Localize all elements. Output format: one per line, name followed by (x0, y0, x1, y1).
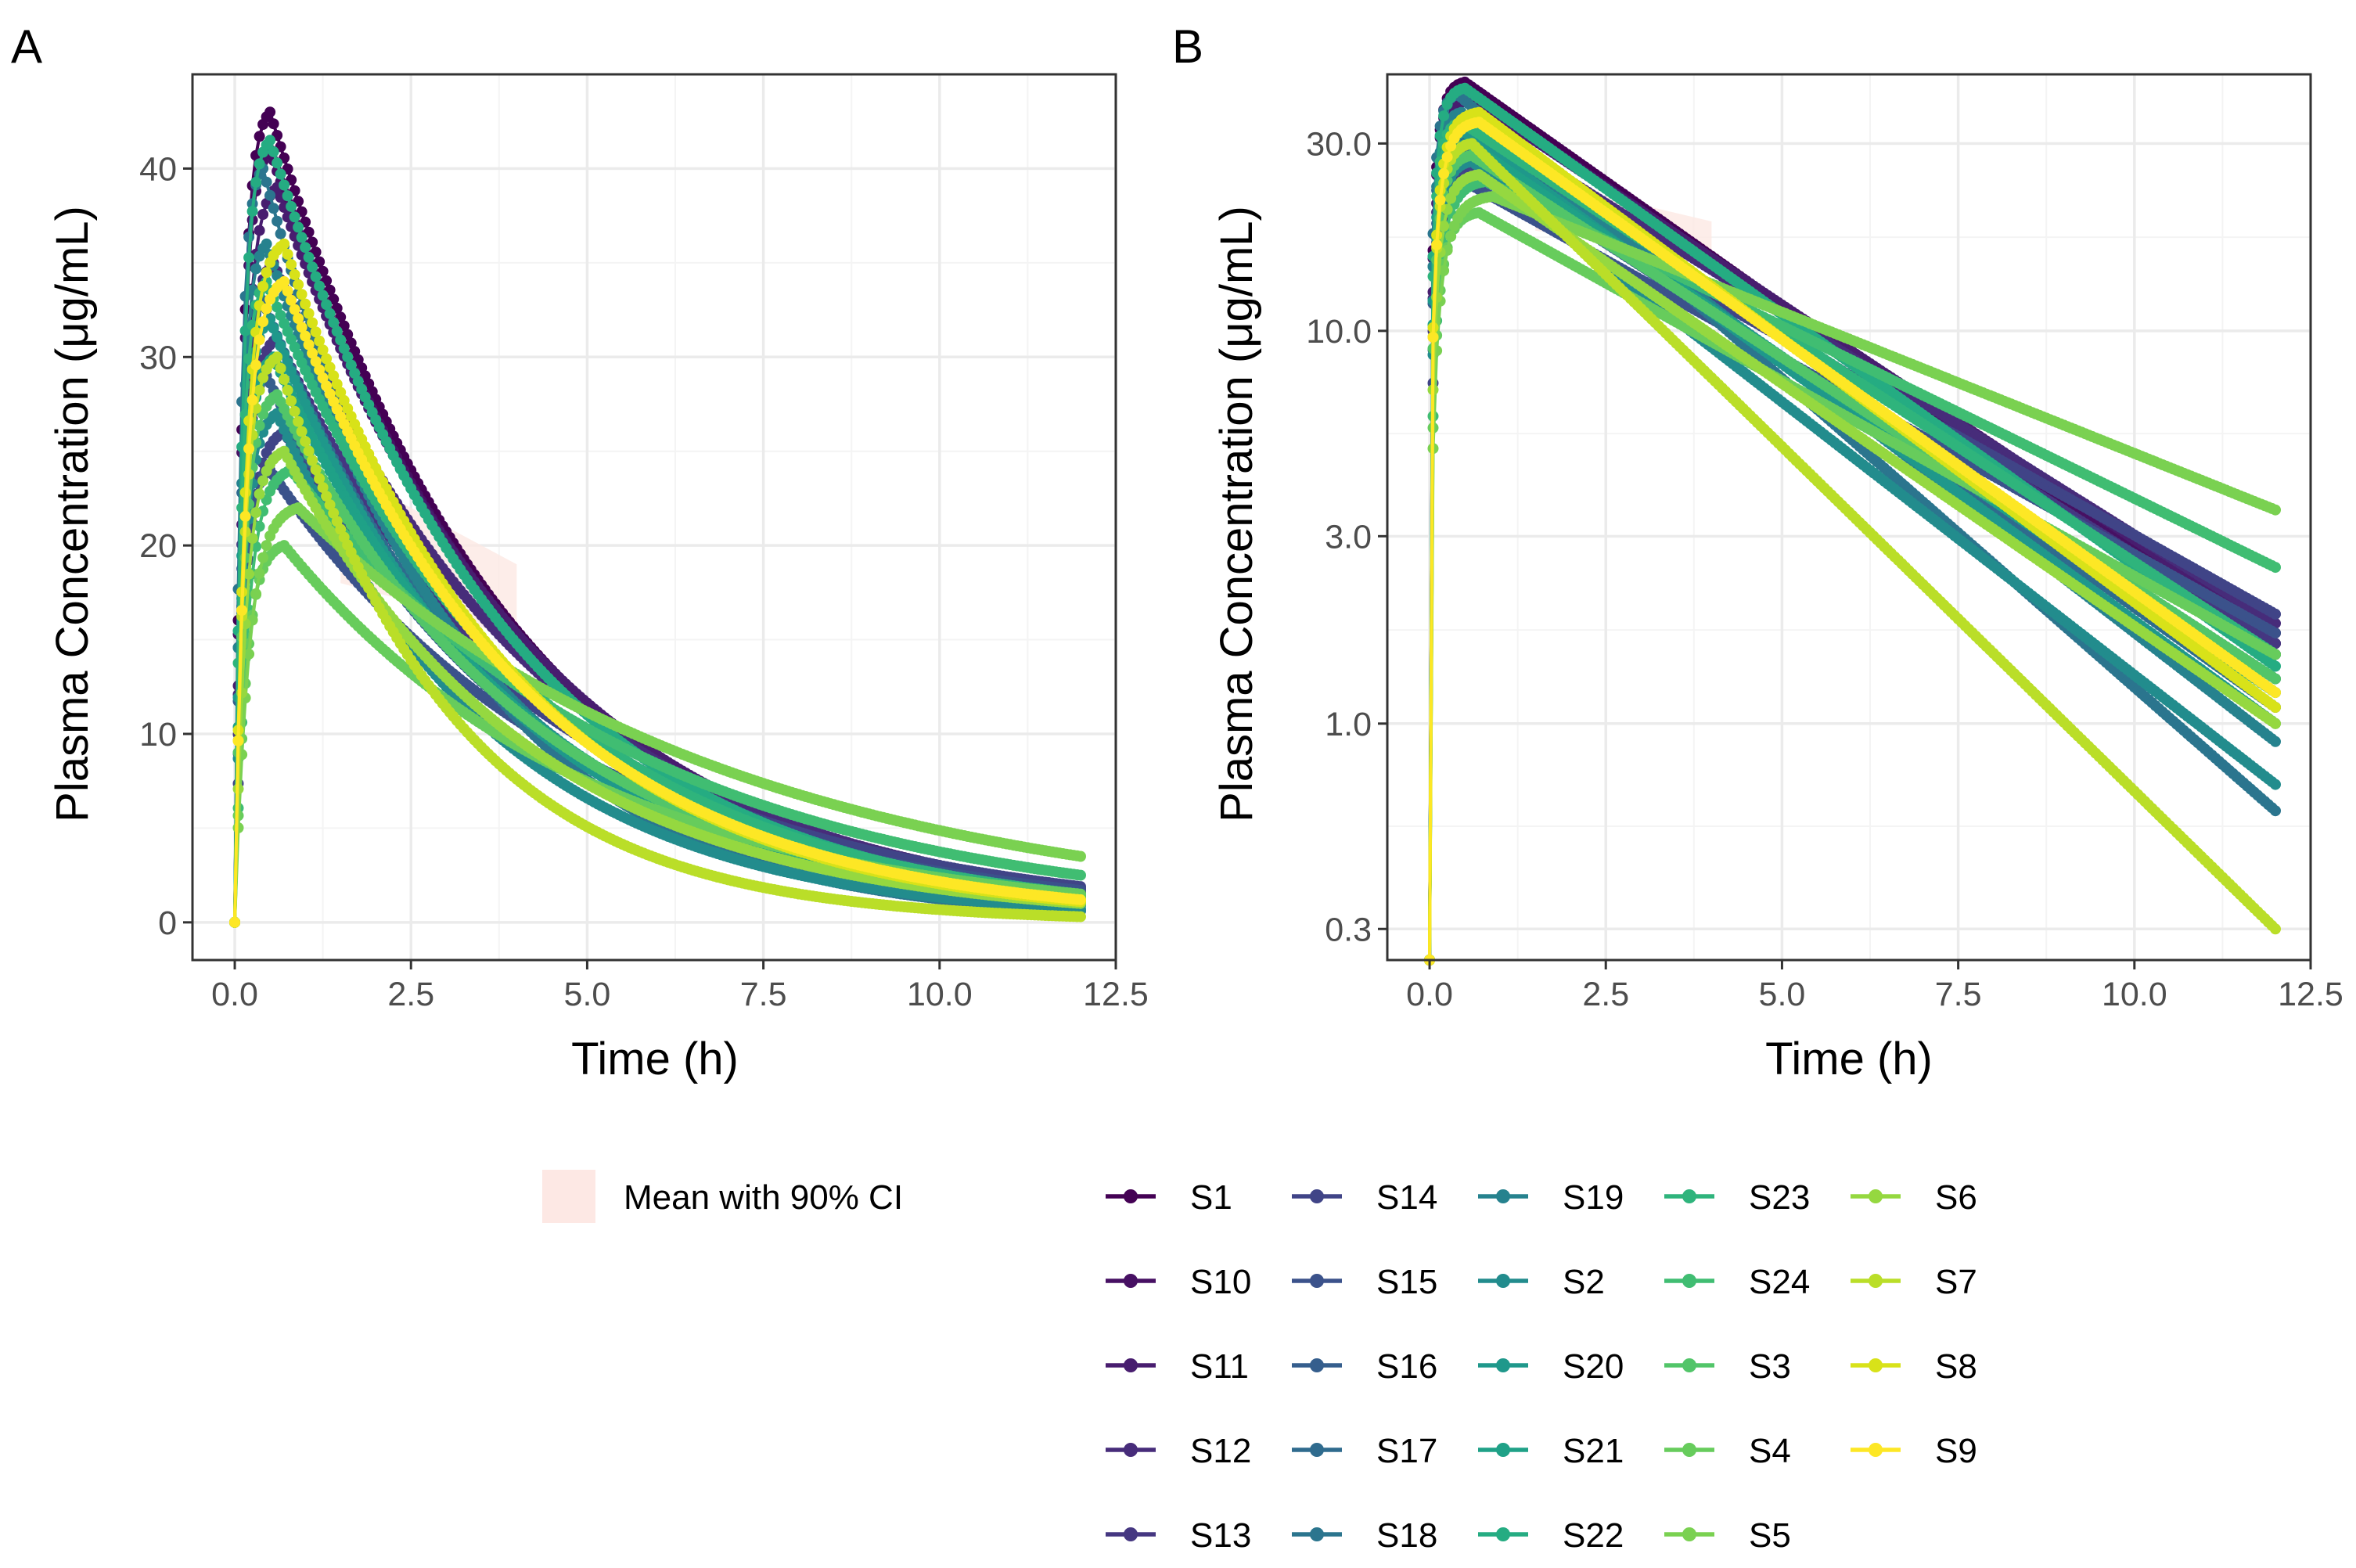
data-point (275, 168, 286, 180)
data-point (254, 488, 265, 500)
data-point (254, 225, 265, 236)
data-point (275, 228, 286, 239)
data-point (268, 146, 279, 157)
data-point (268, 203, 279, 214)
data-point (257, 552, 269, 563)
data-point (254, 567, 265, 579)
data-point (296, 232, 308, 243)
data-point (250, 588, 262, 599)
data-point (257, 475, 269, 487)
data-point (257, 209, 269, 220)
data-point (300, 242, 311, 254)
panel-tag-a: A (11, 20, 42, 73)
data-point (1075, 869, 1086, 881)
data-point (268, 118, 279, 130)
data-point (303, 251, 315, 263)
data-point (250, 507, 262, 519)
data-point (254, 158, 265, 170)
data-point (250, 263, 262, 275)
data-point (243, 252, 255, 264)
data-point (261, 238, 272, 250)
data-point (264, 189, 276, 201)
data-point (1075, 851, 1086, 862)
data-point (293, 221, 304, 233)
data-point (307, 261, 318, 273)
panel-a-series (229, 106, 1086, 928)
data-point (264, 135, 276, 146)
data-point (264, 106, 276, 118)
data-point (282, 190, 293, 202)
data-point (250, 176, 262, 188)
data-point (279, 179, 290, 191)
data-point (261, 176, 272, 188)
data-point (246, 206, 258, 218)
data-point (272, 157, 283, 169)
data-point (261, 540, 272, 552)
data-point (289, 211, 300, 223)
data-point (314, 280, 326, 292)
data-point (286, 200, 297, 212)
data-point (272, 215, 283, 227)
data-point (254, 131, 265, 142)
data-point (310, 271, 322, 282)
